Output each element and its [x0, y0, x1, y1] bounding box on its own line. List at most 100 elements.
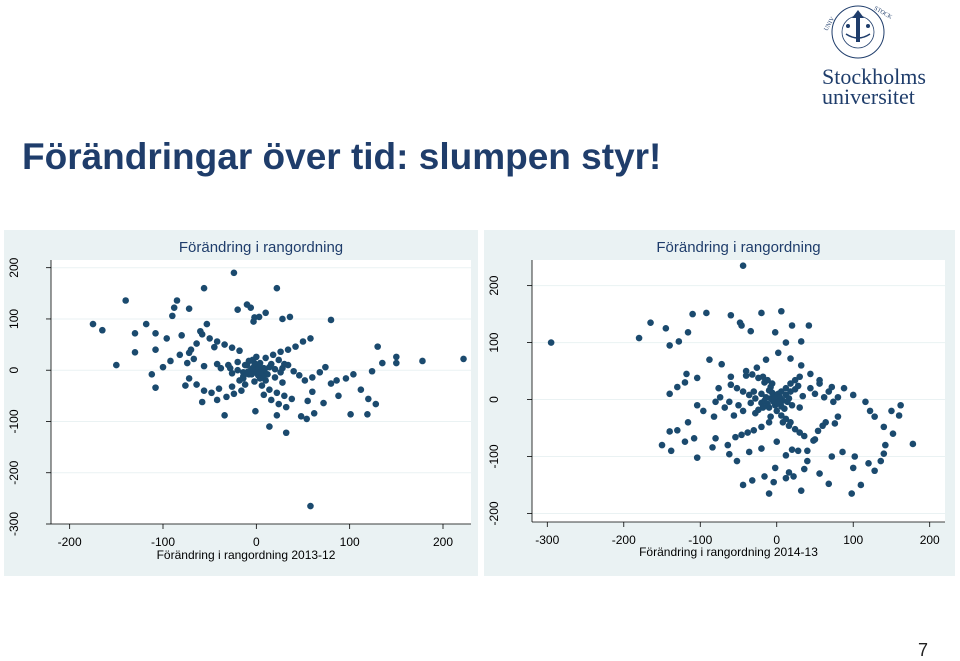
- data-point: [273, 389, 281, 397]
- data-point: [781, 405, 788, 412]
- data-point: [727, 373, 735, 381]
- data-point: [301, 377, 309, 384]
- data-point: [773, 407, 781, 415]
- data-point: [253, 353, 260, 361]
- data-point: [732, 433, 739, 441]
- data-point: [419, 357, 426, 365]
- data-point: [761, 473, 768, 480]
- data-point: [185, 375, 193, 382]
- data-point: [787, 355, 794, 362]
- data-point: [292, 343, 299, 350]
- data-point: [309, 388, 316, 396]
- data-point: [693, 374, 701, 382]
- data-point: [811, 436, 819, 443]
- x-tick-label: -100: [688, 533, 712, 547]
- data-point: [730, 412, 738, 419]
- data-point: [279, 379, 286, 386]
- data-point: [193, 381, 200, 388]
- data-point: [895, 412, 903, 419]
- page-number: 7: [917, 640, 928, 660]
- data-point: [839, 448, 846, 456]
- data-point: [683, 370, 690, 378]
- x-axis-title: Förändring i rangordning 2014-13: [639, 545, 818, 559]
- data-point: [834, 413, 842, 420]
- x-axis-title: Förändring i rangordning 2013-12: [157, 548, 336, 562]
- data-point: [365, 395, 372, 403]
- y-tick-label: -100: [487, 444, 501, 468]
- x-tick-label: 200: [920, 533, 940, 547]
- data-point: [316, 368, 324, 376]
- data-point: [297, 413, 305, 420]
- data-point: [350, 371, 357, 378]
- data-point: [152, 384, 159, 391]
- data-point: [674, 383, 681, 391]
- data-point: [782, 452, 790, 459]
- data-point: [282, 403, 290, 411]
- data-point: [897, 401, 904, 409]
- data-point: [709, 444, 716, 451]
- data-point: [193, 340, 200, 347]
- university-logo: UNIV STOCK Stockholms universitet: [818, 4, 953, 108]
- x-tick-label: 0: [773, 533, 780, 547]
- scatter-chart-2013-12: -300 -200 -100 0 100 200 -200 -100 0 100 200 Föränd…: [7, 239, 471, 562]
- data-point: [658, 441, 666, 449]
- data-point: [796, 373, 803, 381]
- data-point: [277, 368, 284, 376]
- data-point: [742, 367, 750, 375]
- data-point: [176, 351, 184, 359]
- data-point: [675, 338, 683, 345]
- data-point: [228, 344, 236, 351]
- data-point: [288, 395, 296, 403]
- data-point: [215, 385, 223, 392]
- data-point: [200, 387, 208, 395]
- data-point: [230, 390, 238, 398]
- y-tick-label: -200: [487, 501, 501, 525]
- data-point: [866, 407, 874, 415]
- data-point: [747, 399, 755, 407]
- data-point: [814, 427, 822, 435]
- data-point: [796, 404, 803, 411]
- data-point: [828, 453, 836, 460]
- data-point: [820, 393, 828, 401]
- data-point: [183, 359, 191, 367]
- data-point: [228, 383, 236, 390]
- data-point: [213, 396, 221, 404]
- data-point: [761, 397, 768, 404]
- data-point: [148, 371, 156, 378]
- data-point: [909, 440, 917, 448]
- data-point: [758, 445, 765, 452]
- data-point: [745, 391, 753, 399]
- data-point: [211, 343, 218, 351]
- data-point: [152, 330, 159, 337]
- data-point: [255, 313, 263, 321]
- data-point: [752, 395, 759, 402]
- data-point: [735, 401, 742, 409]
- data-point: [234, 366, 241, 374]
- data-point: [249, 364, 256, 372]
- data-point: [167, 357, 174, 365]
- data-point: [178, 332, 185, 339]
- data-point: [267, 396, 275, 404]
- data-point: [307, 502, 314, 510]
- data-point: [228, 369, 236, 377]
- data-point: [799, 392, 807, 400]
- chart-title: Förändring i rangordning: [179, 239, 343, 256]
- data-point: [169, 312, 176, 320]
- data-point: [152, 346, 159, 354]
- data-point: [834, 393, 842, 401]
- data-point: [718, 360, 725, 368]
- data-point: [774, 349, 782, 357]
- data-point: [840, 384, 848, 392]
- data-point: [794, 382, 802, 390]
- data-point: [727, 381, 735, 389]
- scatter-panel-2013-12: -300 -200 -100 0 100 200 -200 -100 0 100 200 Föränd…: [4, 230, 478, 576]
- data-point: [849, 391, 857, 399]
- data-point: [347, 410, 354, 418]
- data-point: [767, 413, 774, 420]
- data-point: [739, 388, 747, 395]
- data-point: [807, 370, 814, 378]
- data-point: [770, 478, 777, 486]
- data-point: [811, 390, 819, 398]
- data-point: [309, 374, 316, 381]
- data-point: [831, 420, 839, 427]
